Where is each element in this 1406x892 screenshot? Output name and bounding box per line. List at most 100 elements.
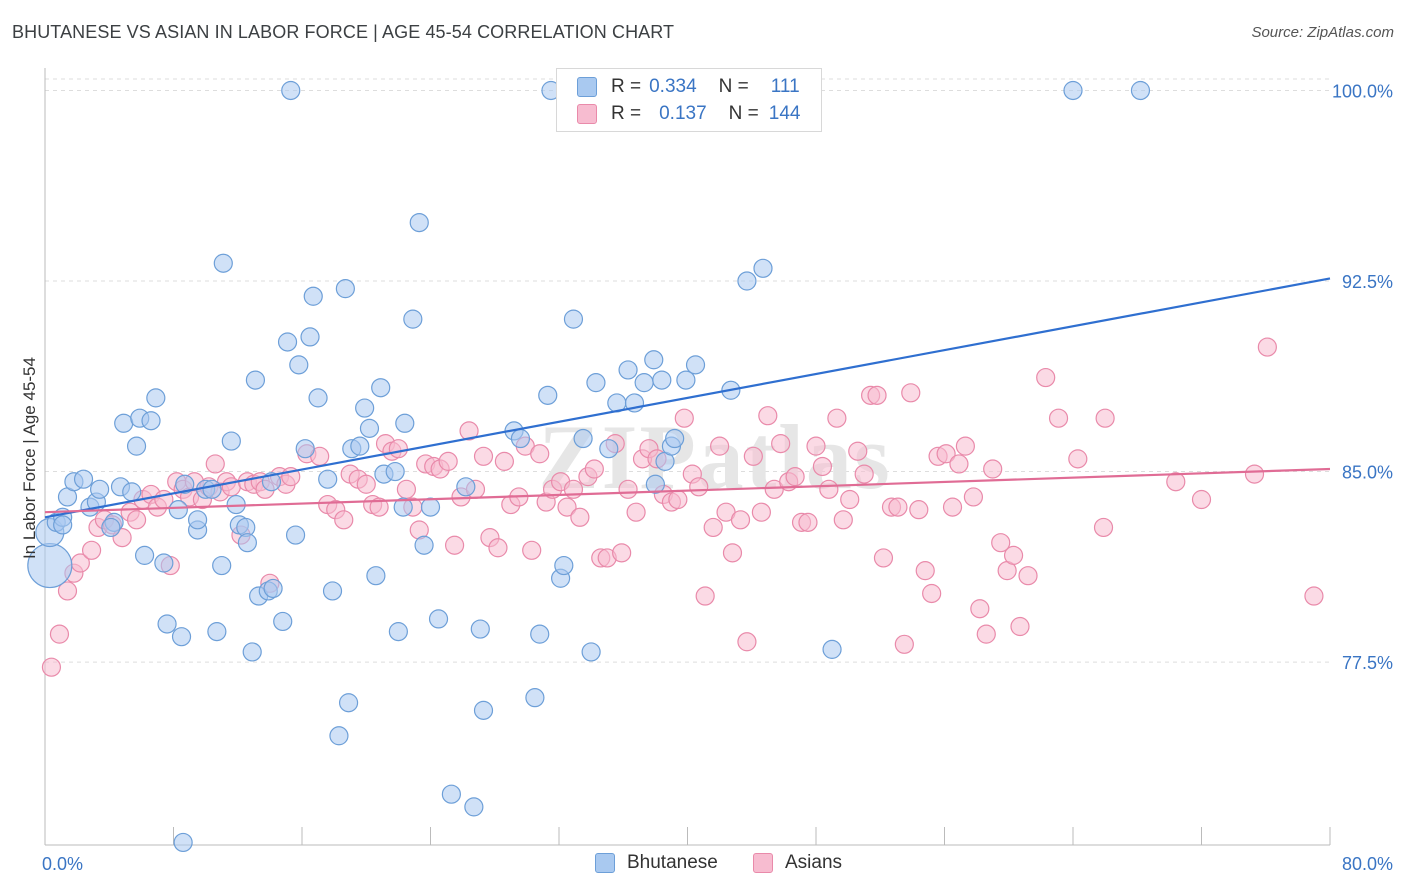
bhutanese-point <box>685 355 706 375</box>
series-legend: Bhutanese Asians <box>0 852 1406 878</box>
bhutanese-point <box>753 258 773 278</box>
chart-source: Source: ZipAtlas.com <box>1251 24 1394 41</box>
asian-point <box>710 436 730 456</box>
bhutanese-point <box>213 253 233 273</box>
asian-point <box>743 446 763 466</box>
bhutanese-point <box>473 700 494 720</box>
legend-r-value: 0.137 <box>659 103 707 124</box>
legend-row-bhutanese: R = 0.334 N = 111 <box>577 74 800 100</box>
asian-point <box>1304 586 1324 606</box>
bhutanese-point <box>285 525 306 545</box>
asian-point <box>612 543 632 563</box>
asian-point <box>888 497 908 517</box>
asian-point <box>626 502 646 522</box>
legend-n-label: N = <box>728 103 759 124</box>
asian-point <box>1068 449 1088 469</box>
bhutanese-point <box>586 373 606 393</box>
axes <box>44 68 1331 846</box>
y-tick-label: 92.5% <box>1342 272 1393 292</box>
asian-point <box>584 459 604 479</box>
bhutanese-point <box>126 436 147 456</box>
bhutanese-point <box>665 428 685 449</box>
bhutanese-point <box>146 388 166 408</box>
bhutanese-point <box>385 461 405 482</box>
bhutanese-point <box>73 469 94 489</box>
bhutanese-point <box>295 439 315 459</box>
legend-label-asians: Asians <box>785 852 843 873</box>
bhutanese-point <box>456 477 476 497</box>
bhutanese-point <box>530 624 550 644</box>
asian-point <box>618 479 638 499</box>
legend-r-label: R = <box>611 103 642 124</box>
legend-label-bhutanese: Bhutanese <box>627 852 718 873</box>
bhutanese-point <box>563 309 584 329</box>
legend-item-bhutanese: Bhutanese <box>595 852 718 874</box>
bhutanese-point <box>737 271 757 291</box>
bhutanese-point <box>350 436 370 456</box>
bhutanese-point <box>308 388 328 408</box>
bhutanese-point <box>510 428 531 449</box>
bhutanese-point <box>122 482 142 502</box>
asian-point <box>970 599 990 619</box>
bhutanese-point <box>470 619 490 639</box>
asian-point <box>703 517 723 538</box>
bhutanese-point <box>114 413 134 433</box>
bhutanese-swatch <box>577 77 597 97</box>
bhutanese-point <box>175 474 195 494</box>
bhutanese-point <box>403 309 423 329</box>
asian-point <box>848 441 868 461</box>
bhutanese-point <box>53 515 73 535</box>
bhutanese-point <box>1130 80 1151 101</box>
bhutanese-point <box>355 398 375 418</box>
legend-r-label: R = <box>611 76 642 97</box>
asian-point <box>488 538 508 558</box>
asians-swatch <box>577 104 597 124</box>
asian-point <box>674 408 694 428</box>
asian-point <box>530 444 550 464</box>
asian-point <box>1257 337 1277 357</box>
asian-point <box>356 474 376 494</box>
bhutanese-point <box>281 80 301 101</box>
bhutanese-point <box>245 370 266 390</box>
bhutanese-point <box>318 469 338 489</box>
asian-point <box>522 540 542 560</box>
asian-point <box>1018 566 1038 586</box>
chart-title: BHUTANESE VS ASIAN IN LABOR FORCE | AGE … <box>12 22 675 42</box>
bhutanese-point <box>322 581 343 601</box>
asian-point <box>473 446 494 466</box>
tick-labels: 77.5% 85.0% 92.5% 100.0% 0.0% 80.0% <box>42 81 1393 874</box>
bhutanese-point <box>187 510 208 530</box>
bhutanese-point <box>202 479 222 499</box>
asian-point <box>1166 472 1186 492</box>
asian-point <box>730 510 751 530</box>
bhutanese-point <box>645 474 665 494</box>
asian-point <box>388 439 408 459</box>
correlation-legend: R = 0.334 N = 111 R = 0.137 N = 144 <box>556 68 822 132</box>
bhutanese-point <box>554 555 574 576</box>
asian-point <box>668 489 688 510</box>
bhutanese-point <box>335 279 355 299</box>
asian-point <box>1244 464 1265 484</box>
asian-point <box>494 451 514 471</box>
bhutanese-point <box>393 497 413 517</box>
asian-point <box>369 497 389 517</box>
y-tick-label: 100.0% <box>1332 81 1393 101</box>
asian-point <box>557 497 577 517</box>
asian-point <box>41 657 62 677</box>
asian-point <box>873 548 894 568</box>
bhutanese-point <box>371 378 391 398</box>
asian-point <box>976 624 996 644</box>
bhutanese-point <box>338 693 359 713</box>
gridlines <box>45 78 1330 663</box>
asian-point <box>909 500 929 520</box>
bhutanese-point <box>822 639 842 659</box>
asian-point <box>722 543 743 563</box>
asian-point <box>737 632 757 652</box>
asian-point <box>570 507 590 527</box>
legend-r-value: 0.334 <box>649 76 697 97</box>
bhutanese-point <box>573 428 593 449</box>
bhutanese-point <box>261 472 282 492</box>
bhutanese-point <box>263 578 283 599</box>
bhutanese-point <box>441 784 461 804</box>
y-tick-label: 85.0% <box>1342 463 1393 483</box>
